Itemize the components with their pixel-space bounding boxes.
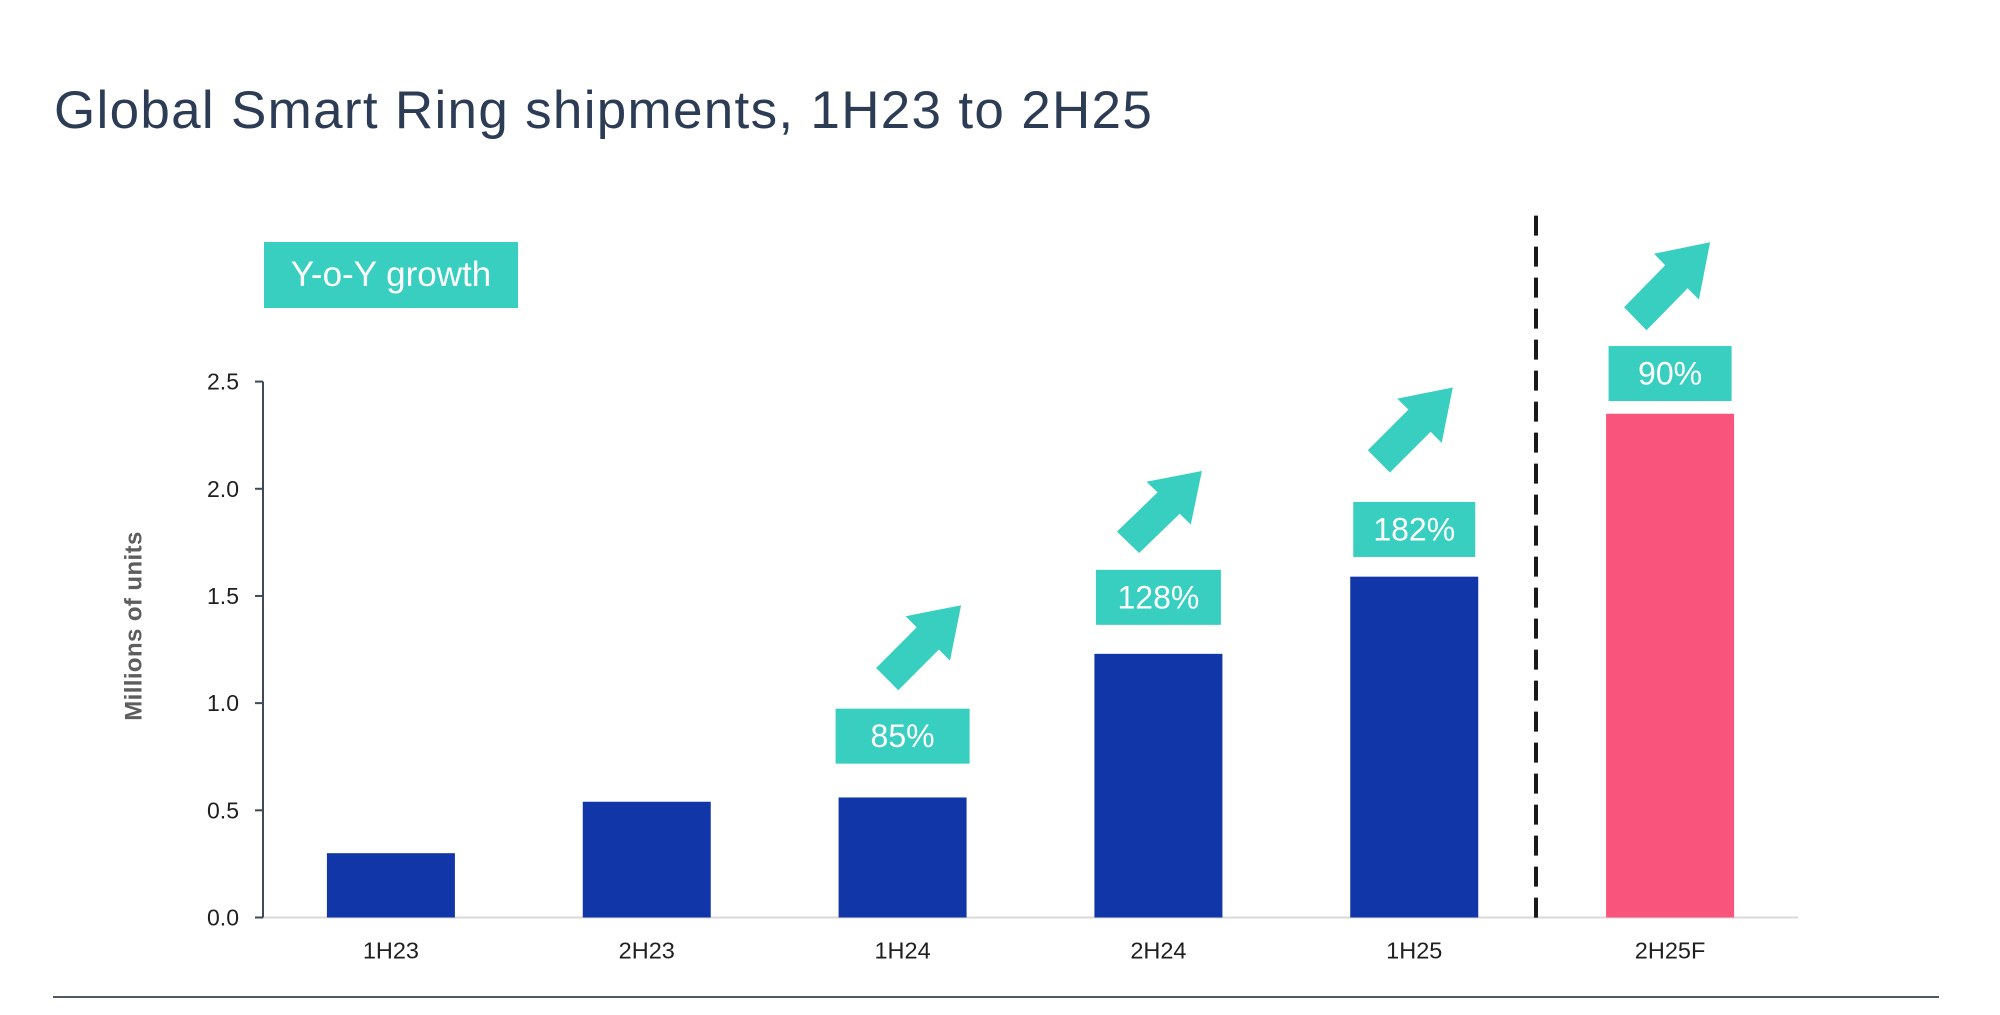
- bar-2h23: [582, 801, 711, 918]
- growth-arrow-icon-2h24: [1116, 471, 1202, 553]
- growth-arrow-icon-1h24: [876, 605, 962, 691]
- growth-label-box-2h25f: [1608, 346, 1732, 402]
- growth-label-box-2h24: [1095, 569, 1221, 625]
- growth-label-box-1h24: [835, 708, 970, 764]
- x-tick-label-2h24: 2H24: [1130, 938, 1186, 964]
- y-tick-label: 1.5: [207, 583, 239, 609]
- y-tick-label: 0.5: [207, 797, 239, 823]
- growth-label-box-1h25: [1353, 501, 1476, 557]
- x-tick-label-2h23: 2H23: [619, 938, 675, 964]
- bar-1h24: [838, 797, 967, 918]
- y-tick-label: 2.5: [207, 369, 239, 395]
- bar-2h24: [1094, 653, 1223, 918]
- growth-label-1h24: 85%: [871, 718, 935, 754]
- growth-arrow-icon-2h25f: [1624, 242, 1711, 331]
- y-axis-title: Millions of units: [121, 531, 148, 720]
- x-tick-label-2h25f: 2H25F: [1635, 938, 1706, 964]
- y-tick-label: 0.0: [207, 905, 239, 931]
- bottom-divider-line: [53, 996, 1939, 998]
- growth-label-1h25: 182%: [1373, 511, 1455, 547]
- growth-label-2h25f: 90%: [1638, 356, 1702, 392]
- x-tick-label-1h23: 1H23: [363, 938, 419, 964]
- growth-label-2h24: 128%: [1117, 579, 1199, 615]
- bar-1h25: [1350, 576, 1479, 918]
- bar-2h25f: [1606, 413, 1735, 918]
- yoy-growth-legend-label: Y-o-Y growth: [290, 255, 492, 294]
- y-tick-label: 2.0: [207, 476, 239, 502]
- x-tick-label-1h24: 1H24: [874, 938, 930, 964]
- bar-1h23: [326, 853, 455, 918]
- x-tick-label-1h25: 1H25: [1386, 938, 1442, 964]
- y-tick-label: 1.0: [207, 690, 239, 716]
- yoy-growth-legend-badge: Y-o-Y growth: [264, 242, 518, 308]
- chart-title: Global Smart Ring shipments, 1H23 to 2H2…: [54, 81, 1154, 140]
- growth-arrow-icon-1h25: [1367, 387, 1453, 473]
